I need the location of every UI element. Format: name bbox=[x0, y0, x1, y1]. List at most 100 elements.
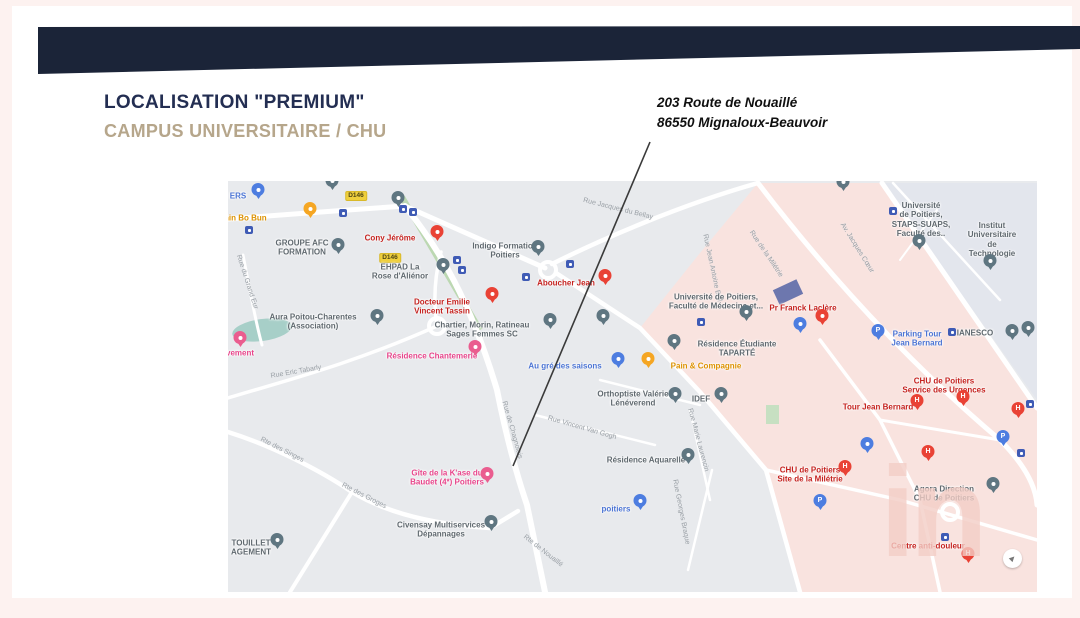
map-pin-red bbox=[815, 309, 829, 322]
poi-label: Au gré des saisons bbox=[528, 361, 602, 371]
map-pin-gray bbox=[983, 254, 997, 267]
poi-label: vement bbox=[228, 348, 255, 358]
watermark: in bbox=[880, 441, 988, 584]
map-pin-gray bbox=[370, 309, 384, 322]
map-pin-gray bbox=[986, 477, 1000, 490]
poi-label: Pr Franck Laclère bbox=[769, 303, 837, 313]
map-pin-gray bbox=[1021, 321, 1035, 334]
building-footprint bbox=[772, 279, 804, 305]
map-pin-blue-p: P bbox=[996, 430, 1010, 443]
pin-dot bbox=[715, 387, 728, 400]
transit-stop-icon bbox=[889, 207, 897, 215]
transit-stop-icon bbox=[1017, 449, 1025, 457]
map-pin-blue-p: P bbox=[871, 324, 885, 337]
pin-dot bbox=[481, 467, 494, 480]
poi-label: poitiers bbox=[601, 504, 631, 514]
pin-dot bbox=[437, 258, 450, 271]
transit-stop-icon bbox=[399, 205, 407, 213]
pin-dot bbox=[740, 305, 753, 318]
poi-label: Pain & Compagnie bbox=[670, 361, 742, 371]
pin-dot bbox=[271, 533, 284, 546]
poi-label: Aura Poitou-Charentes (Association) bbox=[269, 312, 357, 331]
poi-label: ERS bbox=[229, 191, 247, 201]
transit-stop-icon bbox=[697, 318, 705, 326]
pin-dot bbox=[816, 309, 829, 322]
poi-label: Cony Jérôme bbox=[364, 233, 416, 243]
map-pin-blue-p: P bbox=[813, 494, 827, 507]
pin-dot bbox=[486, 287, 499, 300]
map-pin-gray bbox=[1005, 324, 1019, 337]
poi-label: CHU de Poitiers Site de la Milétrie bbox=[777, 465, 843, 484]
map-base-svg bbox=[228, 181, 1037, 592]
poi-label: Gîte de la K'ase du Baudet (4*) Poitiers bbox=[410, 468, 484, 487]
poi-label: Résidence Chantemerle bbox=[386, 351, 478, 361]
poi-label: Civensay Multiservices Dépannages bbox=[396, 520, 486, 539]
transit-stop-icon bbox=[522, 273, 530, 281]
pin-dot bbox=[837, 181, 850, 188]
pin-dot bbox=[1006, 324, 1019, 337]
transit-stop-icon bbox=[941, 533, 949, 541]
poi-label: Docteur Emilie Vincent Tassin bbox=[413, 297, 471, 316]
address-line-1: 203 Route de Nouaillé bbox=[657, 95, 798, 110]
pin-dot bbox=[532, 240, 545, 253]
map: ERS Nghin Bo Bun GROUPE AFC FORMATION Cony … bbox=[228, 181, 1037, 592]
poi-label: Centre anti-douleur bbox=[891, 541, 965, 551]
pin-letter-h: H bbox=[925, 448, 931, 455]
map-pin-red-h: H bbox=[838, 460, 852, 473]
pin-dot bbox=[682, 448, 695, 461]
map-pin-red-h: H bbox=[910, 394, 924, 407]
road-shield: D146 bbox=[379, 253, 401, 263]
chu-pink-zone bbox=[640, 183, 1037, 592]
map-pin-gray bbox=[714, 387, 728, 400]
poi-label: Indigo Formation Poitiers bbox=[472, 241, 538, 260]
pin-dot bbox=[234, 331, 247, 344]
map-pin-gray bbox=[436, 258, 450, 271]
map-pin-gray bbox=[596, 309, 610, 322]
transit-stop-icon bbox=[1026, 400, 1034, 408]
pin-letter-p: P bbox=[1000, 433, 1006, 440]
map-pin-blue bbox=[860, 437, 874, 450]
pin-dot bbox=[913, 234, 926, 247]
pin-letter-h: H bbox=[1015, 405, 1021, 412]
map-pin-gray bbox=[543, 313, 557, 326]
pin-dot bbox=[634, 494, 647, 507]
pin-dot bbox=[326, 181, 339, 187]
pin-dot bbox=[485, 515, 498, 528]
pin-dot bbox=[668, 334, 681, 347]
pin-dot bbox=[861, 437, 874, 450]
map-pin-gray bbox=[667, 334, 681, 347]
poi-label: CHU de Poitiers Service des Urgences bbox=[902, 376, 986, 395]
pin-dot bbox=[252, 183, 265, 196]
map-pin-red-h: H bbox=[956, 390, 970, 403]
pin-dot bbox=[431, 225, 444, 238]
map-pin-red-h: H bbox=[921, 445, 935, 458]
map-pin-gray bbox=[325, 181, 339, 187]
pin-dot bbox=[599, 269, 612, 282]
map-pin-red-h: H bbox=[961, 547, 975, 560]
map-pin-gray bbox=[270, 533, 284, 546]
poi-label: Université de Poitiers, Faculté de Médec… bbox=[668, 292, 764, 311]
map-pin-blue bbox=[633, 494, 647, 507]
map-pin-pink bbox=[468, 340, 482, 353]
pin-dot bbox=[597, 309, 610, 322]
map-pin-pink bbox=[480, 467, 494, 480]
poi-label: Résidence Aquarelle bbox=[606, 455, 686, 465]
pin-dot bbox=[612, 352, 625, 365]
map-pin-red bbox=[485, 287, 499, 300]
map-pin-pink bbox=[233, 331, 247, 344]
transit-stop-icon bbox=[409, 208, 417, 216]
transit-stop-icon bbox=[458, 266, 466, 274]
map-pin-red bbox=[430, 225, 444, 238]
pin-letter-p: P bbox=[875, 327, 881, 334]
poi-label: Université de Poitiers, STAPS-SUAPS, Fac… bbox=[891, 201, 951, 239]
poi-label: GROUPE AFC FORMATION bbox=[275, 238, 329, 257]
transit-stop-icon bbox=[453, 256, 461, 264]
page-title: LOCALISATION "PREMIUM" bbox=[104, 92, 365, 113]
map-pin-orange bbox=[641, 352, 655, 365]
pin-dot bbox=[1022, 321, 1035, 334]
poi-label: IANESCO bbox=[956, 328, 994, 338]
pin-dot bbox=[669, 387, 682, 400]
map-pin-orange bbox=[303, 202, 317, 215]
poi-label: Nghin Bo Bun bbox=[228, 213, 267, 223]
